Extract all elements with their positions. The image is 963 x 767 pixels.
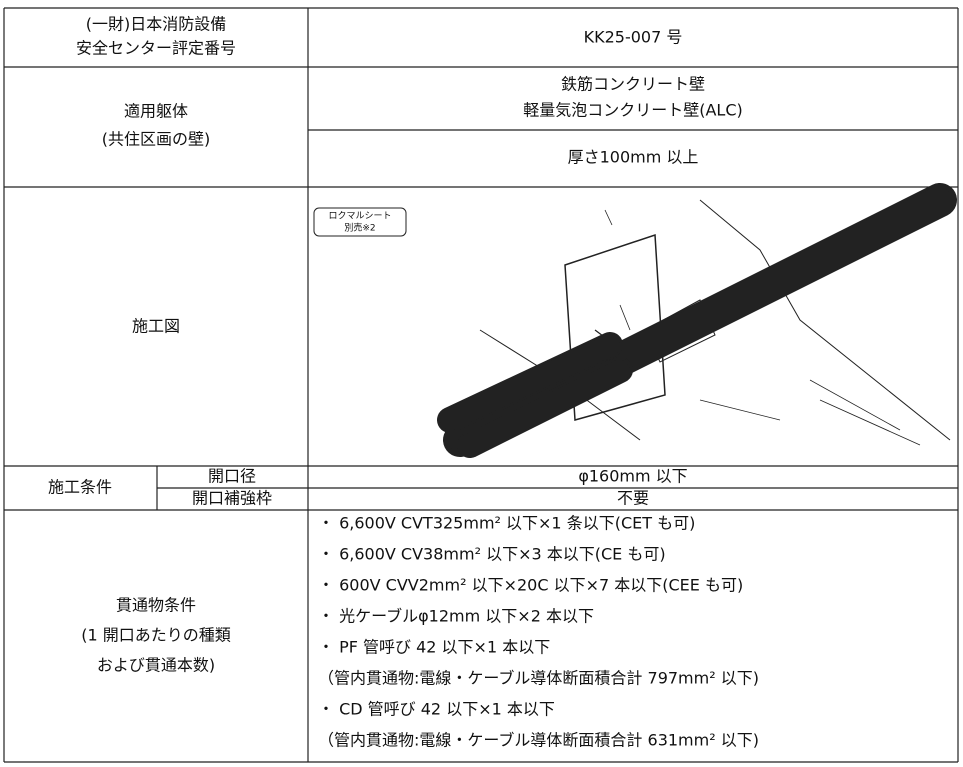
condition-item: ・ 光ケーブルφ12mm 以下×2 本以下 bbox=[318, 607, 594, 626]
condition-item: （管内貫通物:電線・ケーブル導体断面積合計 631mm² 以下) bbox=[318, 731, 759, 750]
condition-item: ・ PF 管呼び 42 以下×1 本以下 bbox=[318, 638, 550, 657]
condition-item: （管内貫通物:電線・ケーブル導体断面積合計 797mm² 以下) bbox=[318, 669, 759, 688]
cell-label: 適用躯体 bbox=[124, 102, 188, 121]
cell-label: 安全センター評定番号 bbox=[76, 39, 236, 58]
cell-value: 厚さ100mm 以上 bbox=[568, 148, 699, 167]
cell-label: (共住区画の壁) bbox=[102, 130, 211, 149]
cell-label: 施工図 bbox=[132, 317, 180, 336]
sub-value: 不要 bbox=[617, 489, 649, 508]
construction-illustration bbox=[313, 183, 957, 458]
cell-value: KK25-007 号 bbox=[584, 28, 683, 47]
cell-label: 貫通物条件 bbox=[116, 596, 196, 615]
figure-note: ロクマルシート bbox=[328, 211, 391, 222]
condition-item: ・ 600V CVV2mm² 以下×20C 以下×7 本以下(CEE も可) bbox=[318, 576, 743, 595]
cell-label: 施工条件 bbox=[48, 478, 112, 497]
sub-label: 開口径 bbox=[208, 467, 256, 486]
condition-item: ・ 6,600V CV38mm² 以下×3 本以下(CE も可) bbox=[318, 545, 666, 564]
condition-item: ・ 6,600V CVT325mm² 以下×1 条以下(CET も可) bbox=[318, 514, 695, 533]
sub-value: φ160mm 以下 bbox=[578, 467, 687, 486]
condition-item: ・ CD 管呼び 42 以下×1 本以下 bbox=[318, 700, 555, 719]
sub-label: 開口補強枠 bbox=[192, 489, 272, 508]
cell-value: 鉄筋コンクリート壁 bbox=[561, 75, 705, 94]
figure-note: 別売※2 bbox=[344, 222, 375, 234]
table-grid bbox=[3, 7, 959, 763]
cell-label: (一財)日本消防設備 bbox=[86, 15, 227, 34]
cell-value: 軽量気泡コンクリート壁(ALC) bbox=[523, 101, 743, 120]
cell-label: および貫通本数) bbox=[97, 656, 215, 675]
cell-label: (1 開口あたりの種類 bbox=[81, 626, 231, 645]
